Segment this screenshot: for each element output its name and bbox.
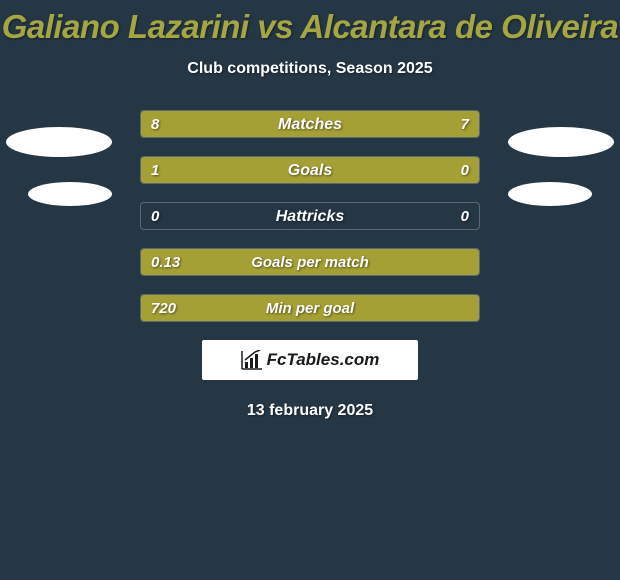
date-label: 13 february 2025 — [0, 402, 620, 420]
stat-row: 0.13Goals per match — [140, 248, 480, 276]
player-ellipse-2 — [28, 182, 112, 206]
player-ellipse-0 — [6, 127, 112, 157]
stat-label: Hattricks — [141, 203, 479, 230]
player-ellipse-1 — [508, 127, 614, 157]
stat-row: 10Goals — [140, 156, 480, 184]
stat-label: Goals — [141, 157, 479, 184]
bar-chart-icon — [241, 350, 263, 370]
subtitle: Club competitions, Season 2025 — [0, 60, 620, 78]
stat-row: 720Min per goal — [140, 294, 480, 322]
stat-label: Min per goal — [141, 295, 479, 322]
player-ellipse-3 — [508, 182, 592, 206]
stat-row: 87Matches — [140, 110, 480, 138]
stat-row: 00Hattricks — [140, 202, 480, 230]
stat-label: Matches — [141, 111, 479, 138]
brand-box[interactable]: FcTables.com — [202, 340, 418, 380]
brand-text: FcTables.com — [267, 350, 380, 370]
page-title: Galiano Lazarini vs Alcantara de Oliveir… — [0, 0, 620, 46]
stat-label: Goals per match — [141, 249, 479, 276]
stats-area: 87Matches 10Goals 00Hattricks 0.13Goals per… — [0, 110, 620, 322]
